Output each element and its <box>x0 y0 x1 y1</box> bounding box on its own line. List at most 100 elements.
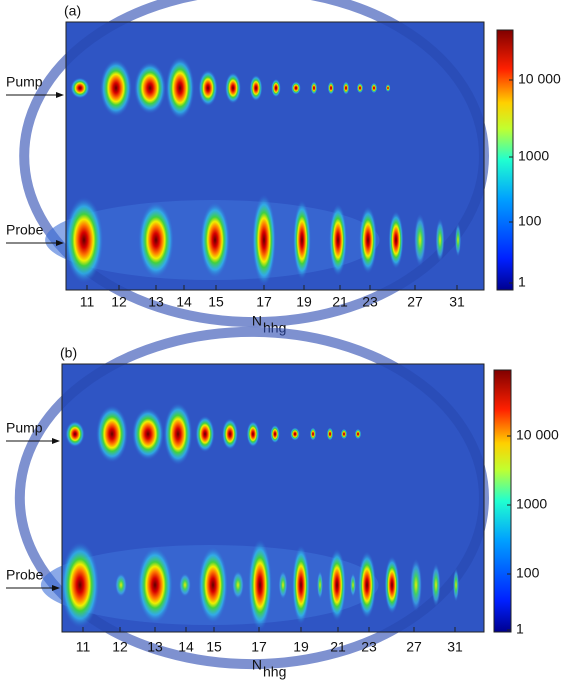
pump-spot <box>198 69 218 107</box>
probe-spot <box>200 201 230 279</box>
colorbar-tick-label: 1000 <box>518 148 549 164</box>
x-tick-label: 21 <box>332 294 348 310</box>
pump-spot <box>96 405 128 463</box>
pump-spot <box>222 418 238 450</box>
x-tick-label: 21 <box>330 639 346 655</box>
panel-label: (b) <box>60 345 77 361</box>
row-label: Probe <box>6 222 44 238</box>
x-tick-label: 14 <box>176 294 192 310</box>
x-tick-label: 12 <box>112 639 128 655</box>
x-tick-label: 23 <box>362 294 378 310</box>
pump-spot <box>70 77 90 99</box>
probe-spot <box>414 213 426 267</box>
row-label: Pump <box>6 420 43 436</box>
pump-spot <box>270 424 280 444</box>
probe-spot <box>453 568 459 602</box>
colorbar <box>496 29 514 291</box>
arrow-head <box>52 585 60 591</box>
probe-spot <box>64 196 104 284</box>
arrow-head <box>56 240 64 246</box>
x-tick-label: 31 <box>447 639 463 655</box>
pump-spot <box>225 72 241 104</box>
probe-spot <box>137 546 173 624</box>
pump-spot <box>290 427 300 441</box>
row-label: Pump <box>6 74 43 90</box>
colorbar-tick-label: 10 000 <box>516 427 559 443</box>
x-tick-label: 13 <box>148 294 164 310</box>
x-axis-label: N <box>252 657 262 673</box>
probe-spot <box>138 201 174 279</box>
pump-spot <box>342 81 350 95</box>
probe-spot <box>252 194 276 286</box>
probe-spot <box>198 546 228 624</box>
x-tick-label: 12 <box>111 294 127 310</box>
probe-spot <box>431 563 441 607</box>
x-tick-label: 31 <box>449 294 465 310</box>
probe-spot <box>359 206 377 274</box>
panel-label: (a) <box>64 3 81 19</box>
pump-spot <box>356 82 364 94</box>
pump-spot <box>246 421 260 447</box>
probe-spot <box>248 539 272 631</box>
x-tick-label: 14 <box>178 639 194 655</box>
probe-spot <box>60 541 100 629</box>
colorbar-tick-label: 1 <box>518 274 526 290</box>
colorbar-tick-label: 10 000 <box>518 71 561 87</box>
x-tick-label: 15 <box>208 294 224 310</box>
probe-spot <box>388 211 404 269</box>
pump-spot <box>310 81 318 95</box>
arrow-head <box>56 92 64 98</box>
x-tick-label: 19 <box>293 639 309 655</box>
pump-spot <box>309 427 317 441</box>
probe-spot <box>317 570 323 600</box>
image-frame <box>61 363 485 633</box>
probe-spot <box>115 573 127 597</box>
pump-spot <box>65 421 85 447</box>
colorbar <box>493 369 512 633</box>
probe-spot <box>384 556 400 614</box>
colorbar-tick-label: 1 <box>516 621 524 637</box>
pump-spot <box>385 84 391 92</box>
probe-spot <box>293 200 311 280</box>
pump-spot <box>132 408 164 460</box>
pump-spot <box>271 78 281 98</box>
x-axis-label-sub: hhg <box>263 664 286 680</box>
probe-spot <box>358 551 376 619</box>
pump-spot <box>354 428 362 440</box>
x-axis-label: N <box>252 313 262 329</box>
x-tick-label: 23 <box>361 639 377 655</box>
probe-spot <box>328 549 346 621</box>
pump-spot <box>165 56 195 120</box>
x-tick-label: 15 <box>206 639 222 655</box>
probe-spot <box>350 573 356 597</box>
probe-spot <box>292 545 310 625</box>
x-tick-label: 17 <box>251 639 267 655</box>
probe-spot <box>329 204 347 276</box>
colorbar-tick-label: 1000 <box>516 496 547 512</box>
colorbar-tick-label: 100 <box>518 213 542 229</box>
pump-spot <box>291 81 301 95</box>
pump-spot <box>134 62 166 114</box>
x-tick-label: 11 <box>76 639 91 655</box>
x-tick-label: 13 <box>147 639 163 655</box>
pump-spot <box>249 75 263 101</box>
pump-spot <box>163 402 193 466</box>
x-tick-label: 11 <box>80 294 95 310</box>
x-tick-label: 27 <box>406 639 422 655</box>
x-tick-label: 27 <box>407 294 423 310</box>
colorbar-tick-label: 100 <box>516 565 540 581</box>
probe-spot <box>278 570 288 600</box>
pump-spot <box>370 82 378 94</box>
pump-spot <box>340 428 348 440</box>
probe-spot <box>179 573 191 597</box>
probe-spot <box>410 558 422 612</box>
pump-spot <box>100 59 132 117</box>
x-tick-label: 17 <box>256 294 272 310</box>
probe-spot <box>232 570 244 600</box>
x-tick-label: 19 <box>296 294 312 310</box>
pump-spot <box>195 415 215 453</box>
row-label: Probe <box>6 567 44 583</box>
pump-spot <box>326 427 334 441</box>
image-frame <box>65 21 485 291</box>
